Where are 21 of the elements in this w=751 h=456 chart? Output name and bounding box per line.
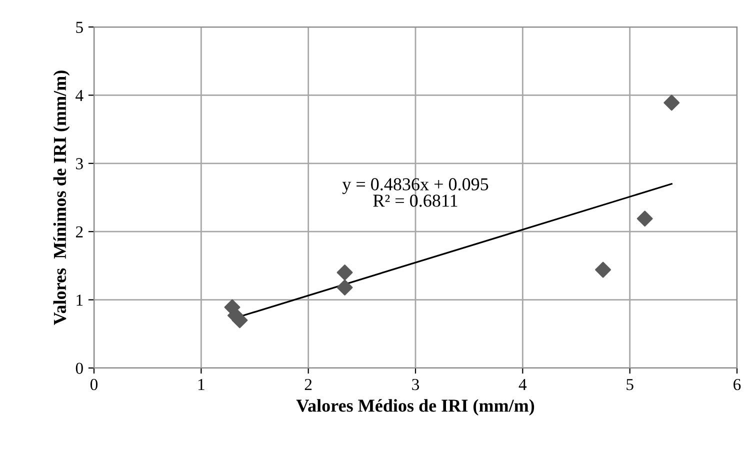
y-tick-label: 0 [76, 362, 83, 374]
point [636, 210, 653, 227]
point [595, 262, 612, 278]
point [336, 264, 353, 280]
y-tick-label: 3 [76, 158, 83, 170]
x-axis-title: Valores Médios de IRI (mm/m) [296, 399, 534, 416]
y-axis-title: Valores Mínimos de IRI (mm/m) [53, 70, 70, 325]
point [664, 94, 680, 111]
annotation: y = 0.4836x + 0.095 R² = 0.6811 [342, 178, 488, 207]
x-tick-label: 2 [304, 378, 312, 390]
x-tick-label: 3 [412, 378, 420, 390]
x-tick-label: 6 [734, 378, 741, 390]
y-tick-label: 5 [76, 22, 83, 33]
y-tick-label: 2 [76, 226, 83, 238]
x-tick-label: 1 [198, 378, 204, 390]
x-tick-label: 4 [518, 379, 527, 390]
y-tick-label: 1 [76, 294, 83, 306]
x-tick-label: 5 [626, 379, 634, 390]
y-tick-label: 4 [76, 90, 84, 101]
x-tick-label: 0 [90, 378, 98, 390]
point [336, 280, 353, 296]
